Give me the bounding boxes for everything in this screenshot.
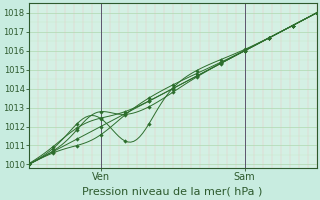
X-axis label: Pression niveau de la mer( hPa ): Pression niveau de la mer( hPa ) <box>83 187 263 197</box>
